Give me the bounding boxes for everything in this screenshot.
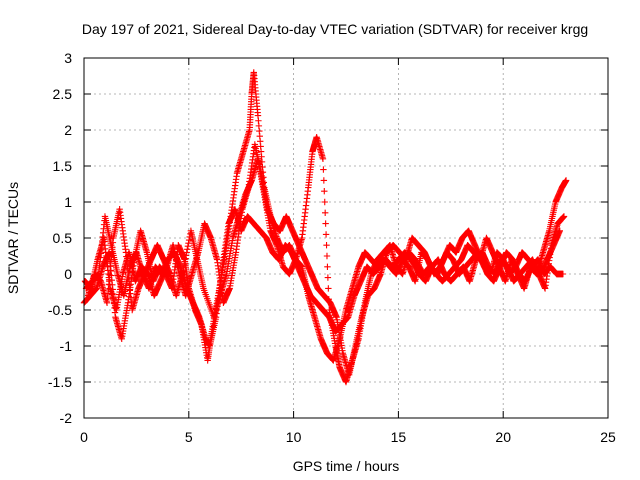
data-point: [184, 246, 191, 253]
data-point: [180, 264, 187, 272]
y-axis-label: SDTVAR / TECUs: [5, 182, 21, 294]
y-tick-label: 0: [64, 266, 72, 282]
data-point: [325, 285, 332, 292]
data-point: [181, 258, 189, 265]
y-tick-label: 2: [64, 122, 72, 138]
data-point: [322, 231, 330, 238]
data-point: [321, 188, 328, 195]
data-point: [560, 213, 568, 220]
chart-title: Day 197 of 2021, Sidereal Day-to-day VTE…: [82, 21, 588, 37]
data-points: [80, 69, 570, 386]
data-point: [562, 177, 570, 184]
data-point: [179, 267, 187, 275]
y-tick-label: 0.5: [53, 230, 73, 246]
data-point: [320, 166, 327, 173]
x-tick-label: 25: [600, 429, 616, 445]
series-1: [80, 69, 570, 386]
data-point: [184, 243, 192, 250]
y-tick-label: 1: [64, 194, 72, 210]
data-point: [324, 274, 332, 281]
y-tick-label: -2: [60, 410, 73, 426]
y-tick-label: 3: [64, 50, 72, 66]
y-tick-label: -0.5: [48, 302, 72, 318]
x-tick-label: 15: [391, 429, 407, 445]
x-tick-label: 20: [495, 429, 511, 445]
x-axis-label: GPS time / hours: [293, 458, 400, 474]
data-point: [321, 198, 328, 206]
y-tick-label: 2.5: [53, 86, 73, 102]
y-tick-label: 1.5: [53, 158, 73, 174]
data-point: [321, 209, 329, 216]
x-tick-label: 10: [286, 429, 302, 445]
data-point: [320, 177, 328, 184]
data-point: [319, 155, 327, 162]
data-point: [323, 252, 331, 260]
y-tick-label: -1: [60, 338, 73, 354]
data-point: [182, 252, 190, 259]
x-tick-label: 5: [185, 429, 193, 445]
data-point: [183, 249, 190, 256]
data-point: [181, 261, 188, 268]
data-point: [324, 263, 331, 270]
data-point: [323, 242, 330, 249]
series-3: [84, 155, 563, 364]
x-tick-label: 0: [80, 429, 88, 445]
data-point: [185, 236, 193, 244]
data-point: [182, 255, 189, 262]
data-point: [322, 220, 329, 227]
axis-ticks: 0 5 10 15 20 25 -2 -1.5 -1 -0.5 0 0.5 1 1.5 2 2.5 3: [48, 50, 616, 445]
y-tick-label: -1.5: [48, 374, 72, 390]
